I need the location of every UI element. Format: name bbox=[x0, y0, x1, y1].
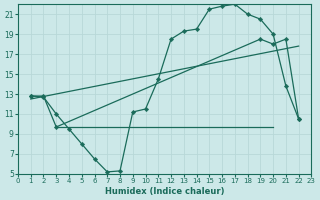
X-axis label: Humidex (Indice chaleur): Humidex (Indice chaleur) bbox=[105, 187, 224, 196]
